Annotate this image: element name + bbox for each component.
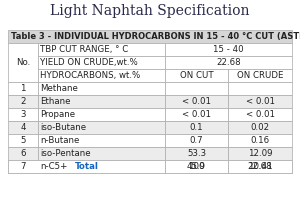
Bar	[38, 147, 165, 160]
Text: 100: 100	[188, 162, 205, 171]
Text: Propane: Propane	[40, 110, 75, 119]
Bar	[165, 160, 228, 173]
Bar	[165, 82, 228, 95]
Text: 3: 3	[20, 110, 26, 119]
Text: Methane: Methane	[40, 84, 78, 93]
Text: 0.02: 0.02	[250, 123, 270, 132]
Bar	[8, 30, 292, 43]
Text: 0.1: 0.1	[190, 123, 203, 132]
Text: Light Naphtah Specification: Light Naphtah Specification	[50, 4, 250, 18]
Bar	[38, 108, 165, 121]
Text: No.: No.	[16, 58, 30, 67]
Bar	[228, 134, 292, 147]
Text: 1: 1	[20, 84, 26, 93]
Bar	[228, 160, 292, 173]
Text: Table 3 - INDIVIDUAL HYDROCARBONS IN 15 - 40 °C CUT (ASTM D2427): Table 3 - INDIVIDUAL HYDROCARBONS IN 15 …	[11, 32, 300, 41]
Text: Total: Total	[75, 162, 98, 171]
Text: iso-Pentane: iso-Pentane	[40, 149, 91, 158]
Bar	[165, 108, 228, 121]
Bar	[228, 160, 292, 173]
Bar	[38, 82, 165, 95]
Bar	[8, 121, 38, 134]
Bar	[228, 69, 292, 82]
Bar	[165, 95, 228, 108]
Text: ON CRUDE: ON CRUDE	[237, 71, 283, 80]
Bar	[8, 43, 38, 82]
Bar	[165, 121, 228, 134]
Text: Ethane: Ethane	[40, 97, 70, 106]
Text: 0.7: 0.7	[190, 136, 203, 145]
Text: 22.68: 22.68	[216, 58, 241, 67]
Bar	[38, 43, 165, 56]
Bar	[8, 82, 38, 95]
Text: 2: 2	[20, 97, 26, 106]
Bar	[228, 121, 292, 134]
Text: n-C5+: n-C5+	[40, 162, 68, 171]
Bar	[228, 147, 292, 160]
Text: 22.68: 22.68	[248, 162, 272, 171]
Text: 6: 6	[20, 149, 26, 158]
Bar	[8, 95, 38, 108]
Bar	[38, 160, 165, 173]
Text: iso-Butane: iso-Butane	[40, 123, 86, 132]
Text: 0.16: 0.16	[250, 136, 270, 145]
Bar	[8, 160, 38, 173]
Bar	[8, 134, 38, 147]
Text: TBP CUT RANGE, ° C: TBP CUT RANGE, ° C	[40, 45, 128, 54]
Bar	[38, 69, 165, 82]
Bar	[8, 160, 165, 173]
Bar	[8, 147, 38, 160]
Bar	[228, 95, 292, 108]
Bar	[165, 43, 292, 56]
Text: < 0.01: < 0.01	[182, 110, 211, 119]
Bar	[165, 134, 228, 147]
Bar	[165, 56, 292, 69]
Bar	[228, 108, 292, 121]
Text: 10.41: 10.41	[248, 162, 272, 171]
Bar	[165, 69, 228, 82]
Bar	[228, 82, 292, 95]
Text: ON CUT: ON CUT	[180, 71, 213, 80]
Text: < 0.01: < 0.01	[182, 97, 211, 106]
Text: n-Butane: n-Butane	[40, 136, 80, 145]
Text: < 0.01: < 0.01	[245, 110, 274, 119]
Text: 5: 5	[20, 136, 26, 145]
Bar	[165, 147, 228, 160]
Text: HYDROCARBONS, wt.%: HYDROCARBONS, wt.%	[40, 71, 140, 80]
Bar	[165, 160, 228, 173]
Text: < 0.01: < 0.01	[245, 97, 274, 106]
Text: 12.09: 12.09	[248, 149, 272, 158]
Bar	[38, 56, 165, 69]
Text: 15 - 40: 15 - 40	[213, 45, 244, 54]
Bar	[8, 108, 38, 121]
Text: 7: 7	[20, 162, 26, 171]
Text: 53.3: 53.3	[187, 149, 206, 158]
Text: 45.9: 45.9	[187, 162, 206, 171]
Bar	[38, 134, 165, 147]
Text: YIELD ON CRUDE,wt.%: YIELD ON CRUDE,wt.%	[40, 58, 138, 67]
Bar	[38, 121, 165, 134]
Bar	[38, 95, 165, 108]
Text: 4: 4	[20, 123, 26, 132]
